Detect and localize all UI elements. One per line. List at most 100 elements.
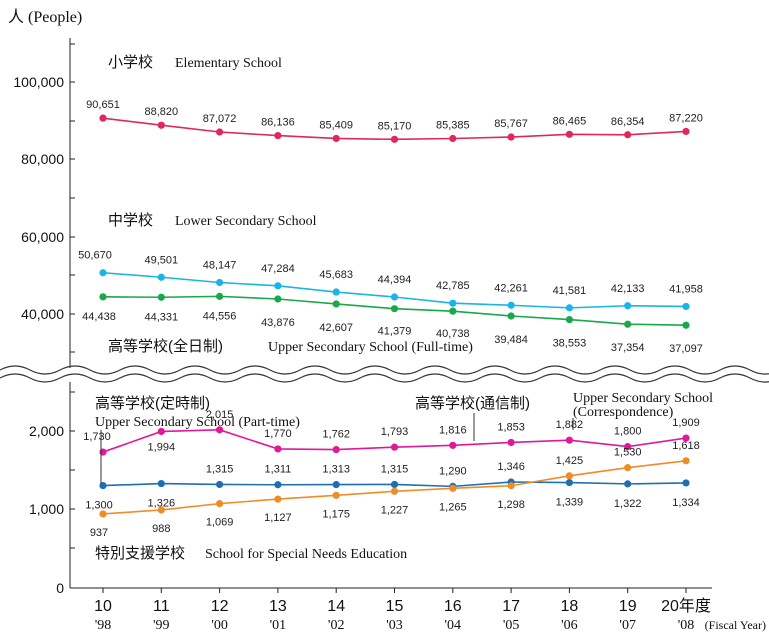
data-point bbox=[565, 436, 574, 444]
data-point bbox=[157, 293, 165, 301]
data-point bbox=[390, 480, 399, 489]
data-label: 88,820 bbox=[144, 106, 178, 118]
data-point bbox=[274, 295, 282, 303]
x-axis-unit-note: (Fiscal Year) bbox=[705, 618, 766, 632]
data-label: 86,136 bbox=[261, 117, 295, 129]
data-label: 85,409 bbox=[319, 119, 353, 131]
data-label: 1,069 bbox=[206, 517, 234, 529]
x-tick-label: 16 bbox=[444, 598, 462, 615]
data-point bbox=[332, 491, 340, 499]
data-point bbox=[624, 443, 632, 451]
data-label: 49,501 bbox=[144, 254, 178, 266]
data-label: 44,438 bbox=[82, 311, 116, 323]
data-label: 937 bbox=[90, 527, 108, 539]
series-2: 44,438 44,331 44,556 43,876 42,607 41,379 40,7… bbox=[82, 292, 703, 355]
data-point bbox=[99, 482, 107, 490]
series-caption-elementary-jp: 小学校 bbox=[108, 54, 153, 71]
y-tick-label: 80,000 bbox=[21, 151, 64, 167]
data-label: 86,354 bbox=[611, 116, 645, 128]
series-caption-correspondence-en2: (Correspondence) bbox=[573, 405, 674, 420]
y-tick-label: 40,000 bbox=[21, 306, 64, 322]
x-tick-label: 10 bbox=[94, 598, 112, 615]
data-label: 1,315 bbox=[381, 463, 409, 475]
data-label: 1,311 bbox=[265, 464, 292, 476]
x-tick-label: 11 bbox=[153, 598, 170, 615]
data-label: 1,909 bbox=[672, 417, 700, 429]
data-point bbox=[624, 302, 632, 310]
data-point bbox=[624, 320, 632, 328]
y-axis-title: 人 (People) bbox=[8, 8, 82, 26]
series-caption-special-jp: 特別支援学校 bbox=[95, 545, 185, 562]
x-tick-label-year: '06 bbox=[561, 618, 578, 633]
data-label: 85,767 bbox=[494, 118, 528, 130]
data-point bbox=[390, 487, 399, 495]
data-label: 41,581 bbox=[553, 285, 587, 297]
data-point bbox=[624, 464, 632, 472]
data-label: 41,379 bbox=[378, 326, 412, 338]
data-point bbox=[507, 133, 515, 141]
series-5: 937 988 1,069 1,127 1,175 1,227 1,265 1,298 1,42… bbox=[90, 440, 700, 539]
data-label: 48,147 bbox=[203, 259, 237, 271]
data-label: 40,738 bbox=[436, 328, 470, 340]
data-label: 1,326 bbox=[148, 498, 176, 510]
x-tick-label-year: '05 bbox=[503, 618, 520, 633]
x-tick-label-year: '98 bbox=[95, 618, 112, 633]
x-tick-label: 20年度 bbox=[661, 597, 711, 615]
x-tick-label-year: '03 bbox=[386, 618, 403, 633]
x-tick-label-year: '08 bbox=[678, 618, 695, 633]
series-caption-lower-secondary-en: Lower Secondary School bbox=[175, 214, 317, 229]
x-tick-label-year: '07 bbox=[619, 618, 636, 633]
data-point bbox=[157, 506, 165, 514]
x-tick-label: 14 bbox=[327, 598, 345, 615]
data-point bbox=[682, 457, 690, 465]
series-caption-parttime-jp: 高等学校(定時制) bbox=[95, 394, 210, 412]
data-label: 1,730 bbox=[83, 431, 111, 443]
data-point bbox=[507, 482, 515, 490]
data-label: 41,958 bbox=[669, 283, 703, 295]
data-label: 1,425 bbox=[556, 455, 584, 467]
data-label: 47,284 bbox=[261, 263, 295, 275]
data-point bbox=[157, 427, 165, 436]
data-label: 1,339 bbox=[556, 497, 584, 509]
data-point bbox=[507, 301, 515, 309]
x-tick-label: 19 bbox=[619, 598, 637, 615]
data-label: 1,265 bbox=[439, 501, 467, 513]
data-point bbox=[332, 288, 340, 296]
data-point bbox=[99, 510, 107, 518]
data-point bbox=[216, 426, 224, 434]
data-label: 87,220 bbox=[669, 112, 703, 124]
y-tick-label: 0 bbox=[56, 580, 64, 596]
data-point bbox=[332, 300, 340, 308]
data-point bbox=[99, 448, 107, 456]
x-tick-label: 13 bbox=[269, 598, 287, 615]
series-4: 1,300 1,326 1,315 1,311 1,313 1,315 1,290 1,346… bbox=[85, 461, 700, 512]
data-label: 1,313 bbox=[322, 464, 350, 476]
data-label: 1,530 bbox=[614, 447, 642, 459]
data-point bbox=[449, 441, 457, 449]
data-point bbox=[157, 121, 165, 129]
data-point bbox=[565, 478, 574, 487]
data-point bbox=[216, 128, 224, 136]
data-point bbox=[682, 127, 690, 136]
data-label: 42,133 bbox=[611, 283, 645, 295]
data-point bbox=[449, 134, 457, 143]
x-tick-label: 18 bbox=[561, 598, 579, 615]
x-tick-label: 12 bbox=[211, 598, 229, 615]
data-point bbox=[216, 292, 224, 300]
data-point bbox=[216, 480, 224, 489]
data-label: 2,015 bbox=[206, 409, 234, 421]
data-point bbox=[682, 321, 690, 329]
x-tick-label-year: '00 bbox=[211, 618, 228, 633]
data-point bbox=[332, 480, 340, 489]
series-3: 1,730 1,994 2,015 1,770 1,762 1,793 1,816 1,853… bbox=[83, 409, 700, 456]
data-point bbox=[449, 484, 457, 492]
data-label: 1,290 bbox=[439, 465, 467, 477]
series-caption-lower-secondary-jp: 中学校 bbox=[108, 212, 153, 229]
data-label: 1,322 bbox=[614, 498, 642, 510]
data-label: 44,556 bbox=[203, 310, 237, 322]
data-label: 1,127 bbox=[264, 512, 292, 524]
data-label: 1,762 bbox=[322, 429, 350, 441]
data-label: 1,770 bbox=[264, 428, 292, 440]
series-0: 90,651 88,820 87,072 86,136 85,409 85,170 85,3… bbox=[86, 99, 703, 143]
x-tick-label: 15 bbox=[386, 598, 404, 615]
